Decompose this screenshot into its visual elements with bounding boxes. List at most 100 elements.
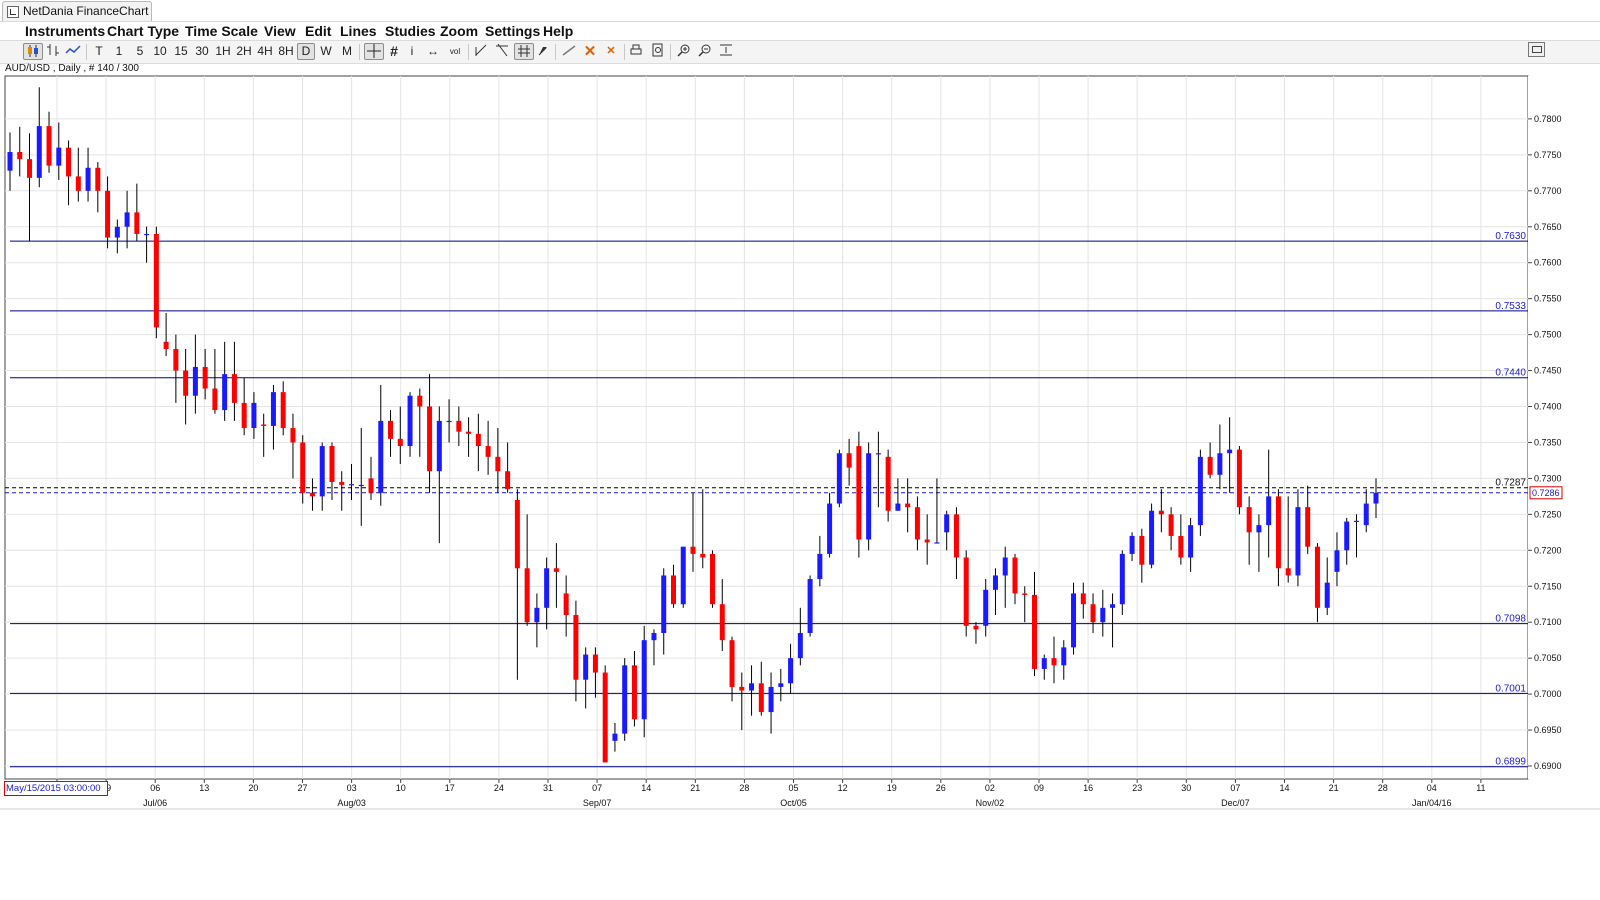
candle-down <box>885 456 891 511</box>
candle-down <box>339 481 345 485</box>
candle-up <box>1041 658 1047 669</box>
bar-chart-icon[interactable] <box>45 43 61 60</box>
volume-icon[interactable]: vol <box>449 47 461 56</box>
candle-up <box>358 484 364 487</box>
candle-down <box>466 431 472 434</box>
candle-down <box>66 147 72 177</box>
zoom-out-icon[interactable] <box>697 43 713 60</box>
timescale-4h[interactable]: 4H <box>257 44 273 58</box>
candle-up <box>1363 503 1369 526</box>
window-tab[interactable]: NetDania FinanceChart <box>2 1 152 21</box>
timescale-w[interactable]: W <box>320 44 332 58</box>
timescale-15[interactable]: 15 <box>174 44 188 58</box>
line-chart-icon[interactable] <box>64 43 82 60</box>
timescale-m[interactable]: M <box>342 44 352 58</box>
menu-edit[interactable]: Edit <box>305 23 332 39</box>
x-tick-label: 13 <box>199 783 209 793</box>
channel-icon[interactable] <box>514 43 534 60</box>
x-tick-label: 04 <box>1427 783 1437 793</box>
x-tick-label: 10 <box>396 783 406 793</box>
candle-down <box>495 456 501 472</box>
maximize-icon[interactable] <box>1528 42 1545 57</box>
menu-chart-type[interactable]: Chart Type <box>107 23 180 39</box>
candle-up <box>1100 607 1106 623</box>
x-tick-label: 14 <box>1279 783 1289 793</box>
menu-studies[interactable]: Studies <box>385 23 436 39</box>
delete-all-icon[interactable]: ✕ <box>606 45 616 57</box>
print-preview-icon[interactable] <box>650 43 666 60</box>
zoom-in-icon[interactable] <box>676 43 692 60</box>
candle-up <box>875 453 881 455</box>
delete-icon[interactable]: ✕ <box>583 43 597 60</box>
candle-down <box>846 453 852 468</box>
menu-zoom[interactable]: Zoom <box>440 23 479 39</box>
candlestick-icon[interactable] <box>23 43 43 60</box>
y-tick-label: 0.7450 <box>1534 366 1562 376</box>
x-tick-label: 07 <box>592 783 602 793</box>
x-tick-label: 19 <box>887 783 897 793</box>
candle-up <box>436 420 442 472</box>
candle-up <box>827 503 833 554</box>
grid-icon[interactable]: # <box>390 43 398 59</box>
cursor-icon[interactable] <box>535 43 551 60</box>
trendline-icon[interactable] <box>472 43 490 60</box>
timescale-1h[interactable]: 1H <box>215 44 231 58</box>
menu-instruments[interactable]: Instruments <box>25 23 106 39</box>
candle-down <box>95 167 101 191</box>
timescale-30[interactable]: 30 <box>195 44 209 58</box>
toolbar-separator <box>359 44 360 60</box>
candle-up <box>378 420 384 493</box>
menu-lines[interactable]: Lines <box>340 23 377 39</box>
draw-line-icon[interactable] <box>560 43 578 60</box>
level-label: 0.7098 <box>1495 614 1526 625</box>
candle-down <box>75 176 81 191</box>
menu-bar: Instruments Chart Type Time Scale View E… <box>0 22 1600 40</box>
candle-up <box>807 579 813 633</box>
info-icon[interactable]: i <box>410 44 414 58</box>
crosshair-icon[interactable] <box>364 43 384 60</box>
scroll-icon[interactable]: ↔ <box>427 44 439 58</box>
candle-down <box>27 159 33 178</box>
x-tick-label: 23 <box>1132 783 1142 793</box>
candle-up <box>1129 535 1135 554</box>
candle-down <box>134 212 140 234</box>
timescale-8h[interactable]: 8H <box>278 44 294 58</box>
current-price-box <box>1529 486 1563 500</box>
timescale-10[interactable]: 10 <box>153 44 167 58</box>
fibonacci-icon[interactable] <box>493 43 511 60</box>
timescale-d[interactable]: D <box>297 43 315 60</box>
candle-up <box>1344 521 1350 551</box>
x-tick-label: 31 <box>543 783 553 793</box>
candle-up <box>192 366 198 396</box>
x-tick-label: 28 <box>739 783 749 793</box>
candle-down <box>924 539 930 543</box>
candle-down <box>739 686 745 691</box>
timescale-1[interactable]: 1 <box>115 44 123 58</box>
candle-up <box>1266 496 1272 526</box>
x-tick-label: 16 <box>1083 783 1093 793</box>
level-label: 0.7533 <box>1495 301 1526 312</box>
fit-icon[interactable] <box>718 43 734 60</box>
menu-help[interactable]: Help <box>543 23 574 39</box>
candle-down <box>602 672 608 763</box>
x-tick-label: 06 <box>150 783 160 793</box>
menu-settings[interactable]: Settings <box>485 23 541 39</box>
menu-view[interactable]: View <box>264 23 296 39</box>
y-tick-label: 0.7550 <box>1534 294 1562 304</box>
window-tab-title: NetDania FinanceChart <box>23 4 149 18</box>
timescale-2h[interactable]: 2H <box>236 44 252 58</box>
candle-up <box>583 654 589 680</box>
timescale-5[interactable]: 5 <box>136 44 144 58</box>
timescale-t[interactable]: T <box>95 44 103 58</box>
candle-up <box>661 575 667 633</box>
candle-down <box>183 370 189 396</box>
menu-time-scale[interactable]: Time Scale <box>185 23 258 39</box>
print-icon[interactable] <box>628 43 644 60</box>
candle-down <box>329 446 335 482</box>
x-tick-label: 27 <box>297 783 307 793</box>
candle-up <box>319 446 325 497</box>
candle-down <box>1275 496 1281 569</box>
candle-up <box>1324 582 1330 608</box>
app-icon <box>7 6 19 18</box>
